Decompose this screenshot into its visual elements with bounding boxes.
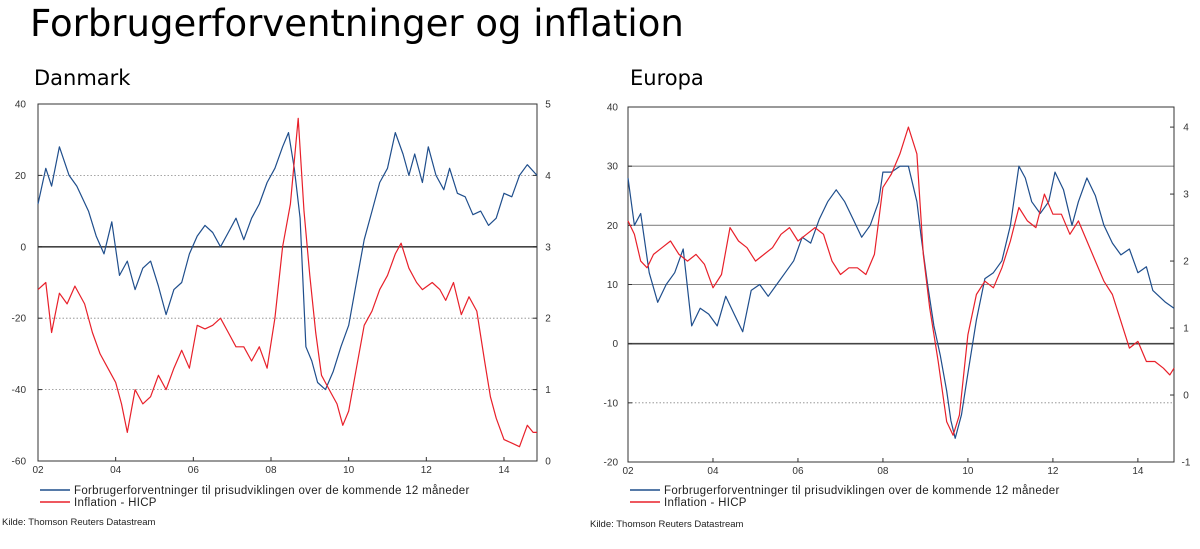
y-right-tick-label: -1	[1182, 458, 1191, 469]
y-right-tick-label: 1	[1183, 324, 1189, 335]
y-left-tick-label: 0	[612, 339, 618, 350]
y-left-tick-label: -20	[12, 314, 27, 325]
x-tick-label: 14	[498, 465, 510, 476]
x-tick-label: 08	[877, 466, 889, 477]
plot-frame	[37, 103, 538, 462]
y-right-tick-label: 2	[1183, 257, 1189, 268]
y-right-tick-label: 4	[1183, 123, 1189, 134]
x-tick-label: 14	[1132, 466, 1144, 477]
inflation-line-danmark	[37, 117, 537, 448]
y-right-tick-label: 5	[545, 100, 551, 111]
source-note: Kilde: Thomson Reuters Datastream	[590, 519, 744, 530]
x-tick-label: 12	[1047, 466, 1059, 477]
page-title: Forbrugerforventninger og inflation	[30, 2, 684, 45]
y-right-tick-label: 0	[545, 457, 551, 468]
legend-label: Forbrugerforventninger til prisudvikling…	[74, 485, 470, 497]
expectations-line-danmark	[37, 132, 538, 391]
source-note: Kilde: Thomson Reuters Datastream	[2, 517, 156, 528]
y-right-tick-label: 3	[1183, 190, 1189, 201]
x-tick-label: 04	[707, 466, 719, 477]
x-tick-label: 08	[265, 465, 277, 476]
x-tick-label: 06	[188, 465, 200, 476]
y-left-tick-label: 30	[607, 162, 619, 173]
y-left-tick-label: 40	[607, 103, 619, 114]
y-right-tick-label: 4	[545, 171, 551, 182]
x-tick-label: 12	[421, 465, 433, 476]
legend-label: Inflation - HICP	[74, 497, 157, 509]
chart-europa	[627, 106, 1175, 503]
x-tick-label: 06	[792, 466, 804, 477]
x-tick-label: 02	[622, 466, 634, 477]
y-left-tick-label: 20	[15, 171, 27, 182]
y-left-tick-label: -60	[12, 457, 27, 468]
inflation-line-europa	[627, 126, 1175, 436]
legend-label: Inflation - HICP	[664, 497, 747, 509]
y-right-tick-label: 1	[545, 385, 551, 396]
y-left-tick-label: 40	[15, 100, 27, 111]
y-right-tick-label: 2	[545, 314, 551, 325]
y-right-tick-label: 3	[545, 242, 551, 253]
y-left-tick-label: 20	[607, 221, 619, 232]
legend-label: Forbrugerforventninger til prisudvikling…	[664, 485, 1060, 497]
y-left-tick-label: -20	[604, 458, 619, 469]
x-tick-label: 10	[343, 465, 355, 476]
y-left-tick-label: 10	[607, 280, 619, 291]
y-left-tick-label: 0	[20, 242, 26, 253]
x-tick-label: 02	[32, 465, 44, 476]
y-left-tick-label: -10	[604, 398, 619, 409]
x-tick-label: 10	[962, 466, 974, 477]
y-right-tick-label: 0	[1183, 391, 1189, 402]
expectations-line-europa	[627, 165, 1175, 439]
y-left-tick-label: -40	[12, 385, 27, 396]
panel-title-danmark: Danmark	[34, 66, 131, 90]
x-tick-label: 04	[110, 465, 122, 476]
chart-danmark	[37, 103, 538, 503]
panel-title-europa: Europa	[630, 66, 704, 90]
